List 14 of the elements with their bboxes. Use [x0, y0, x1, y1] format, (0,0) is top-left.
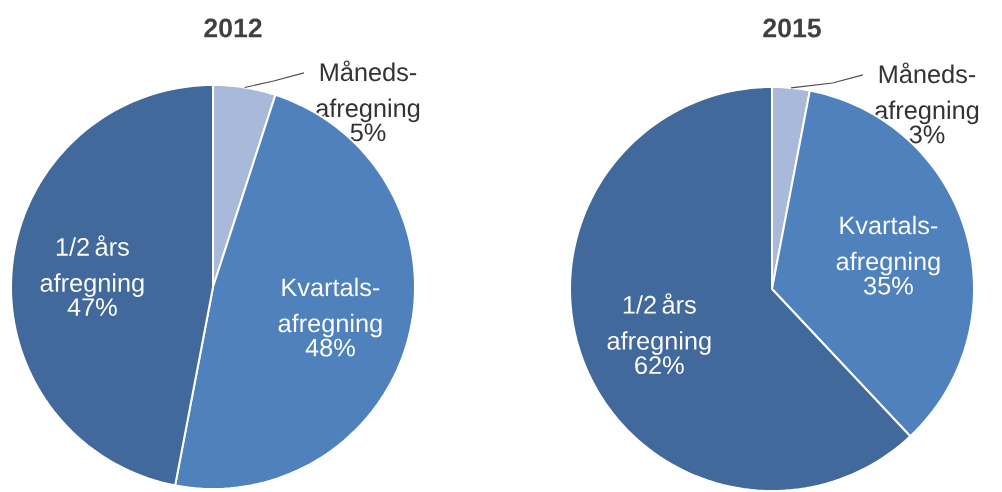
data-label: 3% — [909, 125, 945, 144]
data-label: 47% — [67, 298, 117, 316]
data-label: 62% — [635, 356, 684, 375]
slice-label: Kvartals-afregning — [836, 215, 940, 276]
slice-label: Måneds-afregning — [875, 62, 979, 125]
data-label: 5% — [350, 123, 386, 142]
slice-label: Kvartals-afregning — [278, 277, 382, 338]
data-label: 48% — [305, 338, 355, 357]
slice-label: Måneds-afregning — [316, 60, 420, 123]
slice-label: 1/2 års afregning — [607, 293, 711, 355]
data-label: 35% — [864, 276, 913, 295]
chart-title: 2012 — [204, 18, 262, 38]
slice-label: 1/2 års afregning — [40, 235, 144, 297]
chart-title: 2015 — [763, 18, 821, 38]
